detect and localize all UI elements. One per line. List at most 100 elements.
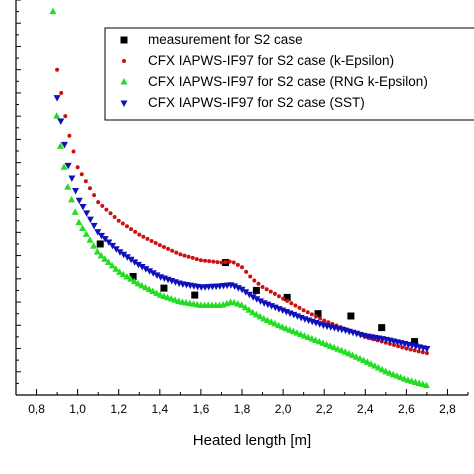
x-tick-label: 1,4	[151, 402, 168, 416]
data-point	[145, 285, 153, 293]
data-point	[272, 291, 277, 296]
data-point	[93, 247, 101, 255]
data-point	[238, 286, 246, 294]
data-point	[314, 310, 322, 318]
data-point	[245, 291, 253, 299]
data-point	[49, 7, 57, 15]
data-point	[252, 286, 260, 294]
data-point	[392, 343, 397, 348]
data-point	[345, 349, 353, 357]
data-point	[238, 301, 246, 308]
data-point	[116, 218, 121, 223]
data-point	[83, 179, 88, 184]
data-point	[109, 242, 117, 250]
data-point	[153, 272, 161, 279]
data-point	[67, 133, 72, 138]
data-point	[263, 316, 271, 324]
data-point	[145, 236, 150, 241]
series-rng	[49, 7, 430, 389]
data-point	[211, 259, 216, 264]
data-point	[293, 303, 298, 308]
x-tick-label: 1,0	[69, 402, 86, 416]
data-point	[249, 294, 257, 301]
data-point	[203, 258, 208, 263]
data-point	[318, 316, 323, 321]
legend-marker-rng	[120, 78, 128, 85]
data-point	[60, 141, 68, 149]
data-point	[396, 344, 401, 349]
data-point	[198, 258, 203, 263]
data-point	[326, 342, 334, 349]
legend: measurement for S2 case CFX IAPWS-IF97 fo…	[104, 27, 474, 121]
data-point	[57, 118, 65, 126]
data-point	[374, 364, 382, 371]
data-point	[160, 284, 168, 292]
data-point	[94, 229, 102, 236]
data-point	[87, 186, 92, 191]
data-point	[127, 275, 135, 282]
data-point	[297, 330, 305, 338]
data-point	[134, 261, 142, 269]
data-point	[127, 256, 135, 264]
data-point	[60, 163, 68, 170]
data-point	[96, 200, 101, 205]
data-point	[386, 369, 394, 376]
data-point	[79, 172, 84, 177]
data-point	[75, 165, 80, 170]
data-point	[283, 293, 291, 301]
data-point	[337, 346, 345, 354]
data-point	[75, 218, 83, 226]
data-point	[334, 345, 342, 352]
data-point	[308, 335, 316, 342]
data-point	[101, 236, 109, 243]
data-point	[82, 230, 90, 237]
data-point	[352, 353, 360, 360]
data-point	[248, 274, 253, 279]
data-point	[123, 272, 131, 280]
data-point	[267, 318, 275, 325]
data-point	[256, 281, 261, 286]
data-point	[231, 260, 236, 265]
data-point	[191, 291, 199, 299]
data-point	[120, 221, 125, 226]
data-point	[86, 236, 94, 243]
data-point	[207, 259, 212, 264]
series-measurement	[96, 240, 419, 346]
data-point	[174, 250, 179, 255]
data-point	[304, 333, 312, 341]
data-point	[285, 298, 290, 303]
data-point	[227, 259, 232, 264]
data-point	[268, 289, 273, 294]
data-point	[382, 367, 390, 375]
data-point	[347, 312, 355, 320]
data-point	[281, 296, 286, 301]
legend-label-k_epsilon: CFX IAPWS-IF97 for S2 case (k-Epsilon)	[148, 53, 394, 68]
data-point	[53, 95, 61, 102]
data-point	[241, 303, 249, 311]
data-point	[133, 229, 138, 234]
data-point	[101, 255, 109, 262]
data-point	[253, 296, 261, 303]
data-point	[245, 306, 253, 313]
data-point	[68, 175, 76, 182]
data-point	[83, 210, 91, 217]
data-point	[90, 242, 98, 249]
data-point	[153, 289, 161, 296]
legend-label-measurement: measurement for S2 case	[148, 32, 303, 47]
data-point	[424, 351, 429, 356]
data-point	[105, 239, 113, 247]
data-point	[301, 308, 306, 313]
data-point	[97, 232, 105, 240]
data-point	[149, 238, 154, 243]
data-point	[249, 308, 257, 316]
data-point	[96, 240, 104, 248]
data-point	[256, 298, 264, 305]
data-point	[260, 314, 268, 322]
data-point	[231, 283, 239, 290]
data-point	[313, 314, 318, 319]
data-point	[404, 346, 409, 351]
data-point	[215, 260, 220, 265]
legend-box	[104, 27, 474, 121]
data-point	[252, 310, 260, 318]
